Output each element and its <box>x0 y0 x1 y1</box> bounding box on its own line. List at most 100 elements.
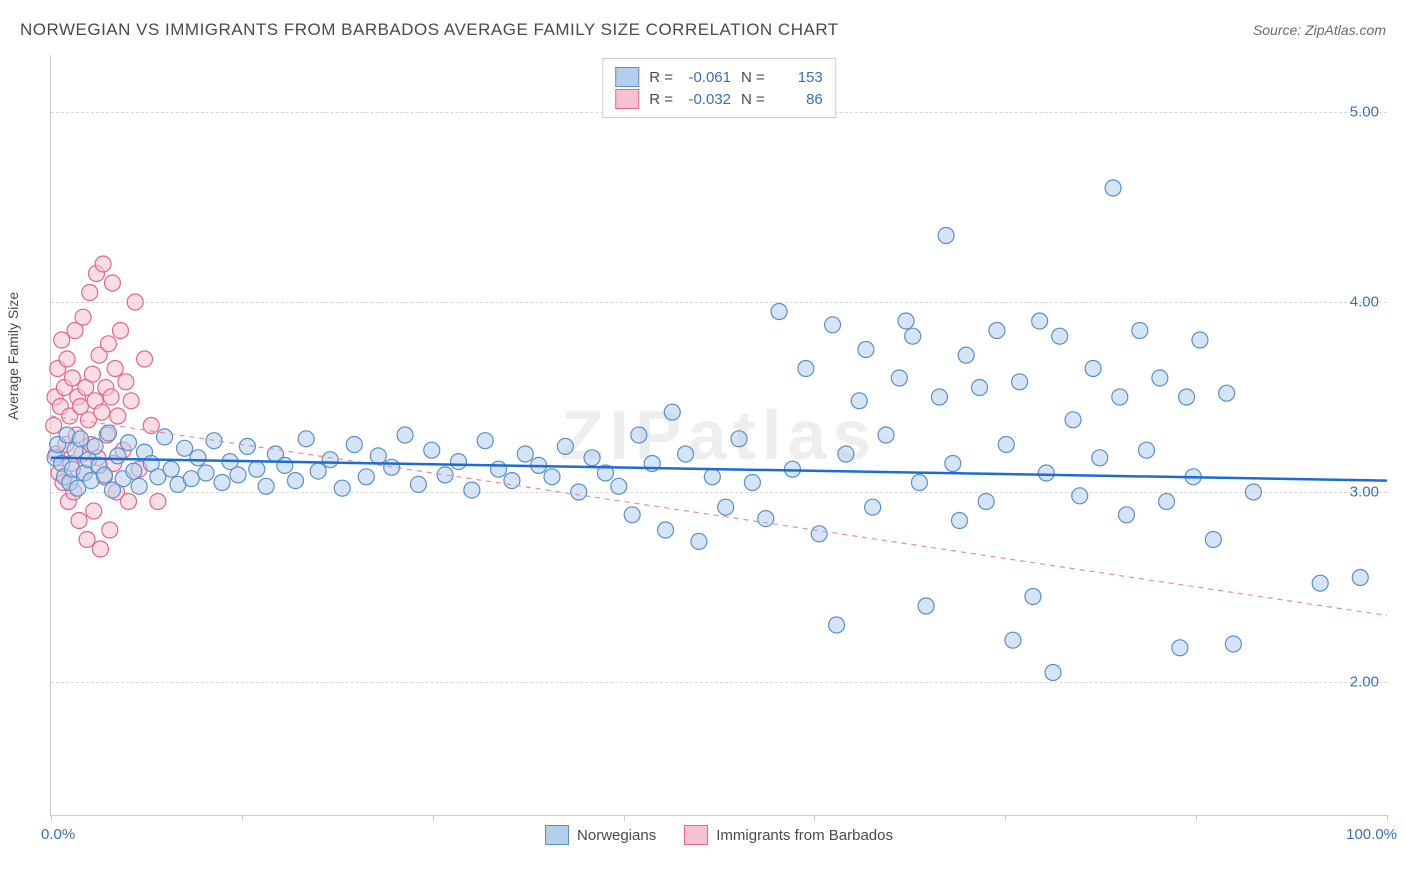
stats-r-value-2: -0.032 <box>683 91 731 108</box>
x-tick-mark <box>814 815 815 821</box>
data-point <box>163 461 179 477</box>
data-point <box>87 438 103 454</box>
legend-item-norwegians: Norwegians <box>545 825 656 845</box>
data-point <box>346 437 362 453</box>
data-point <box>424 442 440 458</box>
data-point <box>190 450 206 466</box>
data-point <box>664 404 680 420</box>
data-point <box>477 433 493 449</box>
data-point <box>1005 632 1021 648</box>
swatch-norwegians <box>545 825 569 845</box>
x-axis-label-max: 100.0% <box>1346 826 1397 843</box>
data-point <box>1112 389 1128 405</box>
x-tick-mark <box>51 815 52 821</box>
data-point <box>123 393 139 409</box>
data-point <box>118 374 134 390</box>
data-point <box>911 475 927 491</box>
data-point <box>571 484 587 500</box>
data-point <box>249 461 265 477</box>
data-point <box>1092 450 1108 466</box>
data-point <box>112 323 128 339</box>
data-point <box>107 361 123 377</box>
data-point <box>731 431 747 447</box>
data-point <box>931 389 947 405</box>
data-point <box>450 454 466 470</box>
data-point <box>1159 494 1175 510</box>
data-point <box>838 446 854 462</box>
data-point <box>798 361 814 377</box>
data-point <box>71 513 87 529</box>
data-point <box>198 465 214 481</box>
chart-header: NORWEGIAN VS IMMIGRANTS FROM BARBADOS AV… <box>20 20 1386 40</box>
data-point <box>358 469 374 485</box>
data-point <box>84 366 100 382</box>
data-point <box>631 427 647 443</box>
data-point <box>704 469 720 485</box>
data-point <box>54 332 70 348</box>
x-tick-mark <box>242 815 243 821</box>
data-point <box>1038 465 1054 481</box>
data-point <box>1179 389 1195 405</box>
chart-title: NORWEGIAN VS IMMIGRANTS FROM BARBADOS AV… <box>20 20 839 40</box>
x-tick-mark <box>1196 815 1197 821</box>
data-point <box>310 463 326 479</box>
data-point <box>811 526 827 542</box>
data-point <box>96 467 112 483</box>
legend-label-norwegians: Norwegians <box>577 827 656 844</box>
data-point <box>1352 570 1368 586</box>
data-point <box>858 342 874 358</box>
data-point <box>851 393 867 409</box>
y-axis-label: Average Family Size <box>5 292 21 420</box>
data-point <box>183 471 199 487</box>
legend-item-barbados: Immigrants from Barbados <box>684 825 893 845</box>
data-point <box>517 446 533 462</box>
data-point <box>464 482 480 498</box>
data-point <box>557 438 573 454</box>
stats-n-value-2: 86 <box>775 91 823 108</box>
chart-plot-area: ZIPatlas 2.003.004.005.00 R = -0.061 N =… <box>50 55 1387 816</box>
data-point <box>758 511 774 527</box>
data-point <box>878 427 894 443</box>
data-point <box>544 469 560 485</box>
data-point <box>214 475 230 491</box>
data-point <box>624 507 640 523</box>
chart-source: Source: ZipAtlas.com <box>1253 22 1386 38</box>
data-point <box>989 323 1005 339</box>
x-tick-mark <box>433 815 434 821</box>
data-point <box>1132 323 1148 339</box>
stats-n-label: N = <box>741 69 765 86</box>
data-point <box>1052 328 1068 344</box>
data-point <box>75 309 91 325</box>
data-point <box>410 476 426 492</box>
data-point <box>397 427 413 443</box>
data-point <box>491 461 507 477</box>
x-tick-mark <box>1387 815 1388 821</box>
data-point <box>64 370 80 386</box>
data-point <box>1192 332 1208 348</box>
data-point <box>918 598 934 614</box>
data-point <box>891 370 907 386</box>
data-point <box>258 478 274 494</box>
trend-line <box>51 416 1387 616</box>
data-point <box>157 429 173 445</box>
stats-row-series1: R = -0.061 N = 153 <box>615 67 823 87</box>
data-point <box>1032 313 1048 329</box>
stats-n-label: N = <box>741 91 765 108</box>
x-tick-mark <box>624 815 625 821</box>
data-point <box>1072 488 1088 504</box>
data-point <box>131 478 147 494</box>
data-point <box>277 457 293 473</box>
x-axis-label-min: 0.0% <box>41 826 75 843</box>
data-point <box>1139 442 1155 458</box>
data-point <box>120 435 136 451</box>
data-point <box>744 475 760 491</box>
data-point <box>825 317 841 333</box>
data-point <box>110 448 126 464</box>
data-point <box>584 450 600 466</box>
data-point <box>120 494 136 510</box>
scatter-plot <box>51 55 1387 815</box>
data-point <box>437 467 453 483</box>
stats-r-label: R = <box>649 91 673 108</box>
data-point <box>691 533 707 549</box>
data-point <box>150 494 166 510</box>
